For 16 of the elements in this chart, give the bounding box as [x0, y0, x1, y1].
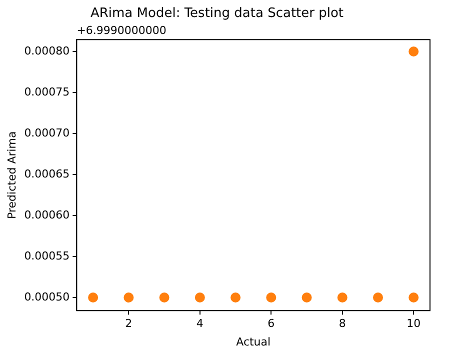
y-tick-label: 0.00070: [24, 126, 70, 140]
x-tick-label: 10: [406, 317, 421, 330]
y-axis-title: Predicted Arima: [5, 131, 18, 219]
x-axis-title: Actual: [236, 335, 271, 348]
y-tick-label: 0.00075: [24, 85, 70, 98]
y-tick-label: 0.00080: [24, 44, 70, 58]
y-tick-label: 0.00055: [24, 249, 70, 262]
chart-title: ARima Model: Testing data Scatter plot: [90, 6, 344, 22]
y-tick-label: 0.00060: [24, 208, 70, 222]
x-tick-label: 2: [125, 317, 132, 330]
text: +6.9990000000: [76, 24, 166, 37]
x-tick-label: 6: [268, 317, 275, 330]
x-tick-label: 8: [338, 317, 346, 330]
x-tick-label: 4: [196, 317, 204, 330]
y-tick-label: 0.00050: [24, 290, 70, 304]
y-tick-label: 0.00065: [24, 167, 70, 180]
